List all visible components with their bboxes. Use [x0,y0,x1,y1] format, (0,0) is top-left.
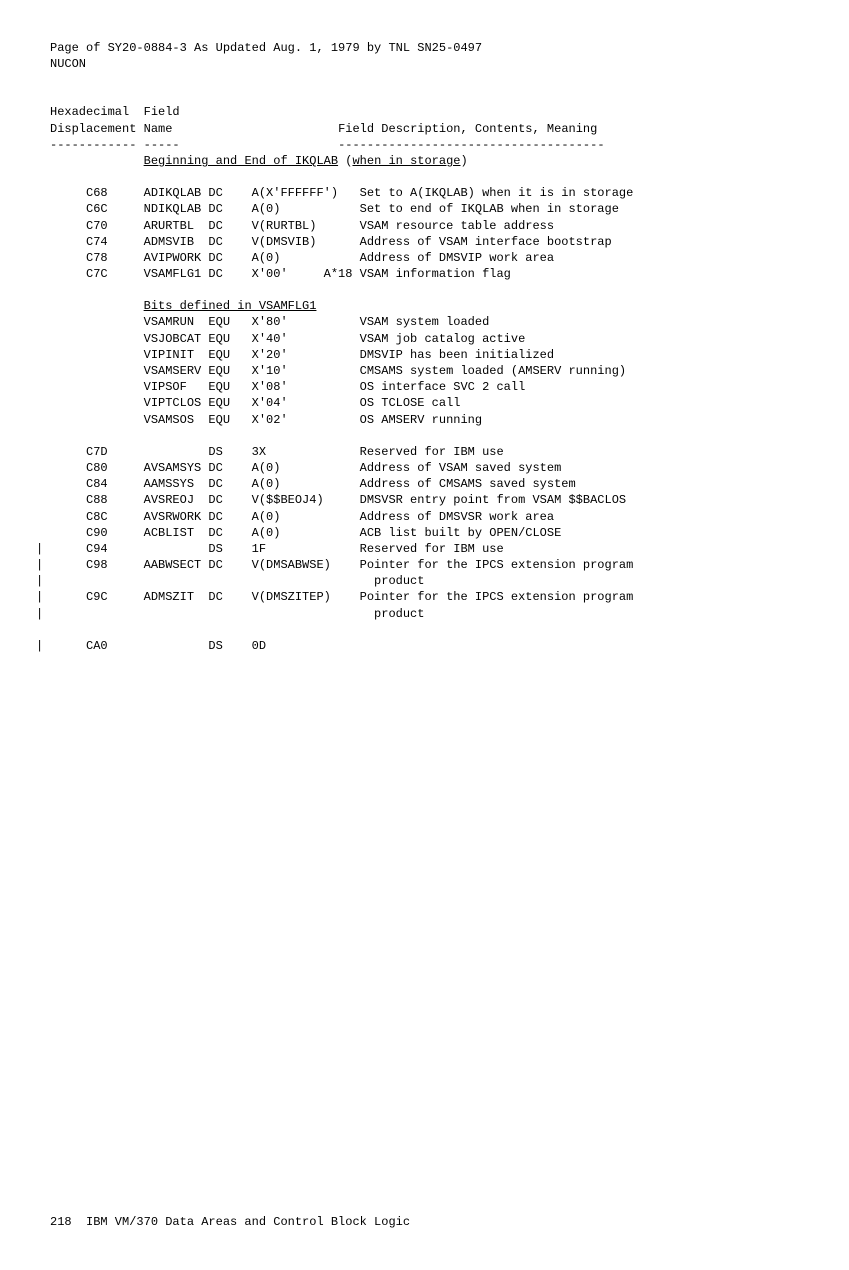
table-row: VSAMSERV EQU X'10' CMSAMS system loaded … [50,363,799,379]
table-row: C90 ACBLIST DC A(0) ACB list built by OP… [50,525,799,541]
table-row: VSAMRUN EQU X'80' VSAM system loaded [50,314,799,330]
table-row: VIPSOF EQU X'08' OS interface SVC 2 call [50,379,799,395]
table-row: C78 AVIPWORK DC A(0) Address of DMSVIP w… [50,250,799,266]
table-row: CA0 DS 0D [50,638,799,654]
page-footer: 218 IBM VM/370 Data Areas and Control Bl… [50,1214,799,1230]
table-row: C94 DS 1F Reserved for IBM use [50,541,799,557]
table-row: VIPTCLOS EQU X'04' OS TCLOSE call [50,395,799,411]
col-header-dashes: ------------ ----- ---------------------… [50,137,799,153]
page-header-1: Page of SY20-0884-3 As Updated Aug. 1, 1… [50,40,799,56]
table-row: VIPINIT EQU X'20' DMSVIP has been initia… [50,347,799,363]
table-row: VSJOBCAT EQU X'40' VSAM job catalog acti… [50,331,799,347]
table-row: product [50,606,799,622]
table-row: C98 AABWSECT DC V(DMSABWSE) Pointer for … [50,557,799,573]
page-header-2: NUCON [50,56,799,72]
col-header-row1: Hexadecimal Field [50,104,799,120]
table-row: C68 ADIKQLAB DC A(X'FFFFFF') Set to A(IK… [50,185,799,201]
table-row: C8C AVSRWORK DC A(0) Address of DMSVSR w… [50,509,799,525]
table-row: C88 AVSREOJ DC V($$BEOJ4) DMSVSR entry p… [50,492,799,508]
table-row: C80 AVSAMSYS DC A(0) Address of VSAM sav… [50,460,799,476]
table-row: C6C NDIKQLAB DC A(0) Set to end of IKQLA… [50,201,799,217]
table-row: C9C ADMSZIT DC V(DMSZITEP) Pointer for t… [50,589,799,605]
table-row: C70 ARURTBL DC V(RURTBL) VSAM resource t… [50,218,799,234]
section2-title: Bits defined in VSAMFLG1 [50,298,799,314]
table-row: C7C VSAMFLG1 DC X'00' A*18 VSAM informat… [50,266,799,282]
section1-title: Beginning and End of IKQLAB (when in sto… [50,153,799,169]
table-row: C74 ADMSVIB DC V(DMSVIB) Address of VSAM… [50,234,799,250]
table-row: C7D DS 3X Reserved for IBM use [50,444,799,460]
table-row: product [50,573,799,589]
col-header-row2: Displacement Name Field Description, Con… [50,121,799,137]
table-row: C84 AAMSSYS DC A(0) Address of CMSAMS sa… [50,476,799,492]
table-row: VSAMSOS EQU X'02' OS AMSERV running [50,412,799,428]
